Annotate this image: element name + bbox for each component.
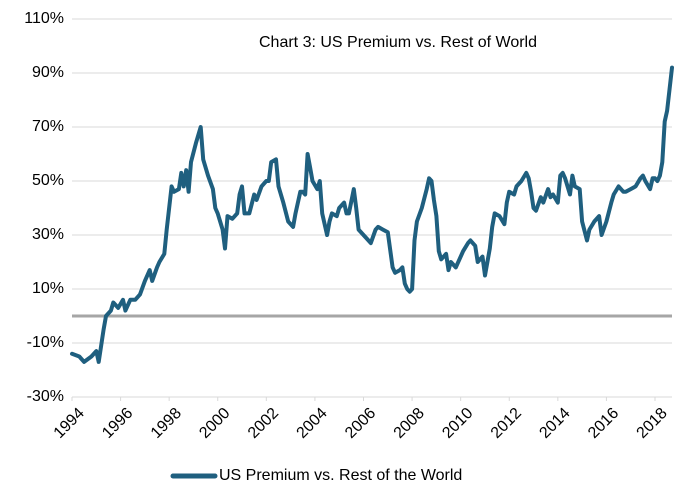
x-tick-label: 2004 [294, 405, 331, 442]
x-tick-label: 1994 [51, 405, 88, 442]
y-tick-label: 70% [32, 118, 64, 135]
y-tick-label: 50% [32, 172, 64, 189]
x-tick-label: 2002 [245, 405, 282, 442]
x-tick-label: 2018 [634, 405, 671, 442]
x-tick-label: 1996 [99, 405, 136, 442]
y-tick-label: 30% [32, 226, 64, 243]
chart-title: Chart 3: US Premium vs. Rest of World [259, 34, 537, 51]
x-tick-label: 2016 [585, 405, 622, 442]
x-tick-label: 1998 [148, 405, 185, 442]
legend-label: US Premium vs. Rest of the World [219, 467, 462, 484]
x-tick-label: 2012 [488, 405, 525, 442]
y-tick-label: 10% [32, 280, 64, 297]
y-tick-label: 90% [32, 64, 64, 81]
data-line [70, 65, 674, 364]
x-tick-label: 2000 [196, 405, 233, 442]
y-tick-label: -30% [27, 388, 64, 405]
x-tick-label: 2014 [536, 405, 573, 442]
x-tick-label: 2008 [391, 405, 428, 442]
y-tick-label: 110% [24, 10, 64, 27]
y-tick-label: -10% [27, 334, 64, 351]
x-tick-label: 2010 [439, 405, 476, 442]
x-tick-label: 2006 [342, 405, 379, 442]
